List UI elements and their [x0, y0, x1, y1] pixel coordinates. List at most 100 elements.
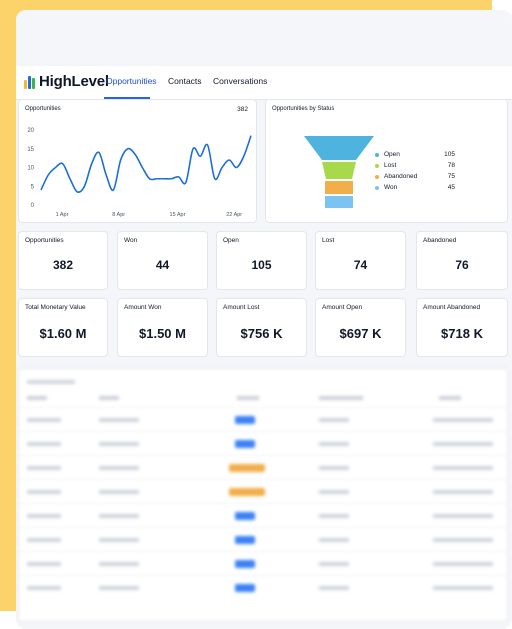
opportunities-table	[18, 368, 509, 622]
table-cell-placeholder	[99, 514, 139, 518]
y-tick-label: 15	[27, 147, 34, 153]
status-badge	[235, 512, 255, 520]
table-row[interactable]	[19, 479, 509, 503]
table-cell-placeholder	[27, 466, 61, 470]
stat-card-amount-won[interactable]: Amount Won $1.50 M	[117, 298, 208, 357]
table-cell-placeholder	[433, 418, 493, 422]
status-badge	[235, 536, 255, 544]
stat-card-opportunities[interactable]: Opportunities 382	[18, 231, 108, 290]
table-cell-placeholder	[27, 586, 61, 590]
stat-card-abandoned[interactable]: Abandoned 76	[416, 231, 508, 290]
table-cell-placeholder	[99, 538, 139, 542]
table-row[interactable]	[19, 503, 509, 527]
status-funnel-chart	[304, 136, 374, 208]
table-row[interactable]	[19, 431, 509, 455]
table-cell-placeholder	[433, 466, 493, 470]
table-cell-placeholder	[27, 490, 61, 494]
table-cell-placeholder	[99, 466, 139, 470]
x-tick-label: 15 Apr	[170, 212, 186, 218]
stat-label: Open	[223, 237, 239, 244]
stat-card-amount-open[interactable]: Amount Open $697 K	[315, 298, 406, 357]
status-funnel-panel: Opportunities by Status Open 105 Lost 78…	[265, 99, 508, 223]
table-cell-placeholder	[319, 538, 349, 542]
table-cell-placeholder	[99, 490, 139, 494]
legend-item-abandoned: Abandoned 75	[375, 171, 455, 182]
column-header	[439, 396, 461, 400]
tab-conversations[interactable]: Conversations	[213, 76, 268, 86]
stat-value: 74	[353, 258, 368, 272]
y-tick-label: 20	[27, 128, 34, 134]
stat-value: 105	[251, 258, 272, 272]
stat-card-amount-lost[interactable]: Amount Lost $756 K	[216, 298, 307, 357]
table-cell-placeholder	[433, 562, 493, 566]
table-cell-placeholder	[433, 490, 493, 494]
table-row[interactable]	[19, 527, 509, 551]
top-navbar: HighLevel Opportunities Contacts Convers…	[16, 66, 512, 100]
table-cell-placeholder	[319, 514, 349, 518]
table-cell-placeholder	[319, 442, 349, 446]
funnel-panel-title: Opportunities by Status	[272, 106, 335, 112]
legend-label: Lost	[384, 162, 397, 169]
column-header	[319, 396, 363, 400]
legend-value: 78	[447, 162, 455, 169]
funnel-legend: Open 105 Lost 78 Abandoned 75 Won 45	[375, 149, 455, 193]
legend-item-open: Open 105	[375, 149, 455, 160]
stat-label: Amount Won	[124, 304, 162, 311]
table-row[interactable]	[19, 551, 509, 575]
line-panel-title: Opportunities	[25, 106, 61, 112]
legend-label: Won	[384, 184, 398, 191]
legend-item-won: Won 45	[375, 182, 455, 193]
legend-dot-icon	[375, 174, 379, 179]
status-badge	[235, 584, 255, 592]
table-cell-placeholder	[319, 466, 349, 470]
funnel-segment-abandoned	[325, 181, 353, 194]
opportunities-line-chart: 0 5 10 15 20 1 Apr 8 Apr 15 Apr 22 Apr	[27, 128, 252, 218]
column-header	[27, 396, 47, 400]
table-row[interactable]	[19, 455, 509, 479]
stat-value: $718 K	[441, 326, 483, 341]
legend-dot-icon	[375, 185, 379, 190]
status-badge	[235, 440, 255, 448]
legend-label: Abandoned	[384, 173, 418, 180]
line-panel-count: 382	[237, 106, 248, 113]
legend-item-lost: Lost 78	[375, 160, 455, 171]
legend-label: Open	[384, 151, 400, 158]
stat-label: Amount Open	[322, 304, 363, 311]
stat-card-open[interactable]: Open 105	[216, 231, 307, 290]
table-cell-placeholder	[319, 562, 349, 566]
stat-card-won[interactable]: Won 44	[117, 231, 208, 290]
table-cell-placeholder	[27, 442, 61, 446]
status-badge	[235, 416, 255, 424]
table-cell-placeholder	[319, 586, 349, 590]
stat-card-amount-abandoned[interactable]: Amount Abandoned $718 K	[416, 298, 508, 357]
stat-label: Total Monetary Value	[25, 304, 86, 311]
funnel-segment-open	[304, 136, 374, 160]
highlevel-logo-icon	[24, 75, 35, 89]
stat-label: Amount Abandoned	[423, 304, 481, 311]
stat-label: Opportunities	[25, 237, 64, 244]
table-cell-placeholder	[27, 514, 61, 518]
y-tick-label: 10	[27, 166, 34, 172]
funnel-segment-lost	[322, 162, 356, 179]
stat-label: Won	[124, 237, 138, 244]
table-cell-placeholder	[27, 562, 61, 566]
x-tick-label: 8 Apr	[112, 212, 125, 218]
opportunities-series-line	[40, 135, 252, 193]
table-row[interactable]	[19, 575, 509, 599]
tab-opportunities[interactable]: Opportunities	[106, 76, 157, 86]
opportunities-line-panel: Opportunities 382 0 5 10 15 20 1 Apr 8 Apr 15 A…	[18, 99, 257, 223]
stat-value: 382	[52, 258, 74, 272]
table-cell-placeholder	[433, 586, 493, 590]
tab-contacts[interactable]: Contacts	[168, 76, 202, 86]
brand-name: HighLevel	[39, 73, 109, 90]
table-cell-placeholder	[99, 442, 139, 446]
y-tick-label: 0	[31, 203, 35, 209]
legend-dot-icon	[375, 152, 379, 157]
table-row[interactable]	[19, 407, 509, 431]
stat-card-total-monetary-value[interactable]: Total Monetary Value $1.60 M	[18, 298, 108, 357]
brand-logo[interactable]: HighLevel	[24, 73, 109, 90]
table-cell-placeholder	[99, 418, 139, 422]
table-cell-placeholder	[433, 442, 493, 446]
table-cell-placeholder	[319, 418, 349, 422]
stat-card-lost[interactable]: Lost 74	[315, 231, 406, 290]
